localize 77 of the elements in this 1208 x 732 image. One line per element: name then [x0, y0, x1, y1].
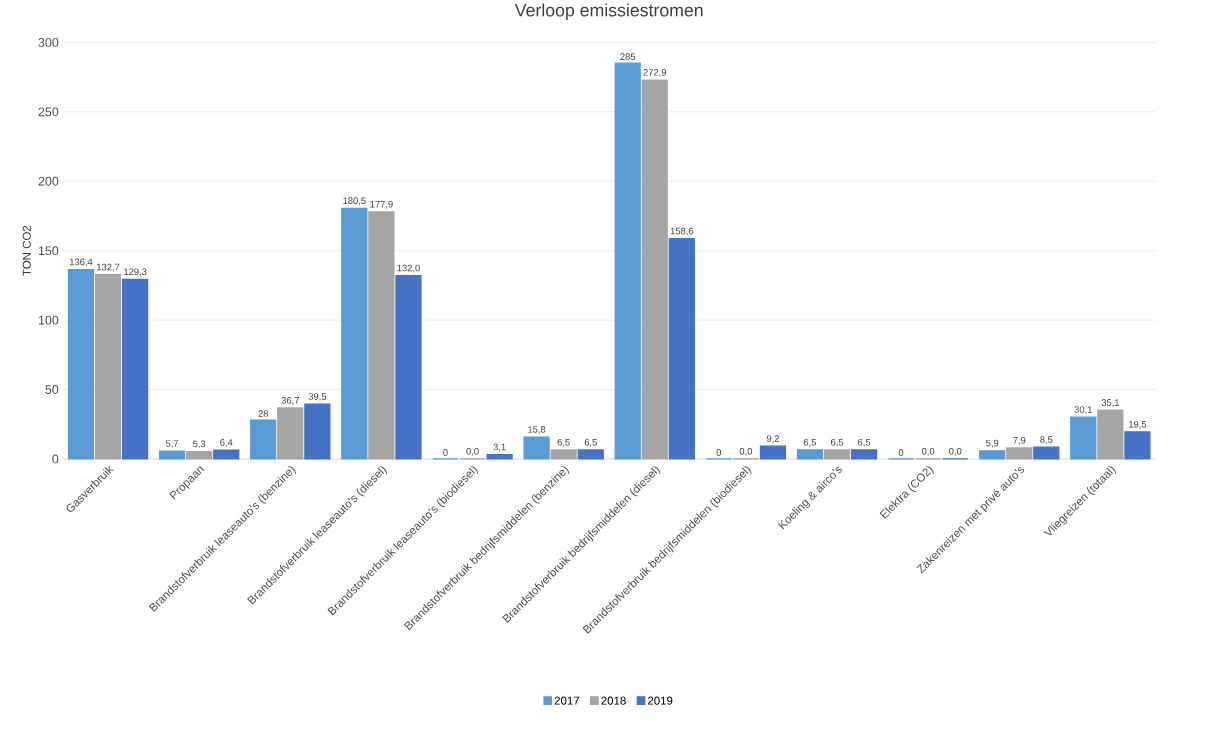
bar — [979, 450, 1006, 460]
bar — [277, 407, 304, 460]
y-tick-label: 150 — [38, 246, 59, 256]
bar — [1124, 431, 1151, 460]
bar — [641, 79, 668, 460]
y-tick-label: 300 — [38, 38, 59, 47]
bar — [94, 274, 122, 460]
bar — [523, 436, 550, 460]
data-label: 180,5 — [343, 197, 366, 206]
data-label: 15,8 — [528, 426, 546, 434]
data-label: 3,1 — [493, 443, 506, 452]
bar — [158, 450, 186, 460]
bar — [550, 449, 577, 460]
legend-label: 2017 — [554, 696, 580, 705]
data-label: 0 — [898, 449, 904, 456]
data-label: 5,7 — [165, 440, 179, 448]
y-axis-title: TON CO2 — [22, 226, 31, 276]
bar — [577, 449, 604, 460]
data-label: 129,3 — [124, 268, 147, 277]
data-label: 5,9 — [986, 439, 999, 448]
legend-label: 2019 — [648, 696, 673, 705]
bar — [395, 275, 422, 460]
bar — [614, 62, 641, 460]
data-label: 7,9 — [1013, 437, 1026, 445]
data-label: 5,3 — [193, 440, 206, 449]
bar — [122, 278, 149, 460]
data-label: 158,6 — [670, 227, 694, 236]
data-label: 0,0 — [949, 448, 962, 456]
bar — [186, 451, 213, 460]
data-label: 35,1 — [1101, 399, 1120, 408]
data-label: 6,5 — [557, 439, 570, 447]
data-label: 39,5 — [308, 393, 327, 401]
bar — [250, 419, 277, 460]
data-label: 30,1 — [1074, 406, 1092, 415]
data-label: 285 — [620, 53, 636, 61]
data-label: 0,0 — [921, 448, 935, 456]
bar — [1097, 409, 1124, 460]
bar — [67, 269, 95, 460]
bar — [304, 403, 331, 460]
chart-title: Verloop emissiestromen — [514, 3, 703, 21]
data-label: 28 — [258, 410, 269, 417]
bar — [1033, 446, 1060, 460]
data-label: 36,7 — [281, 397, 299, 405]
data-label: 6,5 — [803, 439, 817, 447]
data-label: 6,5 — [584, 439, 597, 447]
bar — [823, 449, 851, 460]
data-label: 132,7 — [97, 263, 120, 272]
bar — [213, 449, 240, 460]
data-label: 8,5 — [1040, 436, 1053, 445]
bar — [850, 449, 878, 460]
data-label: 0,0 — [739, 448, 753, 456]
y-tick-label: 100 — [38, 315, 59, 325]
data-label: 0 — [443, 449, 448, 456]
y-tick-label: 50 — [45, 385, 59, 395]
bar — [368, 211, 395, 460]
bar — [1006, 447, 1033, 460]
data-label: 272,9 — [643, 69, 667, 77]
data-label: 136,4 — [69, 258, 93, 267]
bar — [486, 454, 513, 460]
bar — [759, 445, 787, 460]
bar — [1070, 416, 1097, 460]
data-label: 6,4 — [220, 439, 233, 447]
y-tick-label: 200 — [38, 176, 59, 186]
data-label: 6,5 — [858, 439, 871, 447]
bar — [341, 207, 368, 460]
data-label: 19,5 — [1129, 421, 1147, 429]
legend-label: 2018 — [601, 696, 626, 705]
data-label: 132,0 — [397, 264, 420, 273]
data-label: 0,0 — [466, 448, 479, 456]
y-tick-label: 0 — [52, 454, 59, 464]
data-label: 177,9 — [370, 201, 393, 209]
y-tick-label: 250 — [38, 107, 59, 117]
data-label: 6,5 — [830, 439, 844, 447]
data-label: 9,2 — [766, 435, 780, 444]
bar — [668, 238, 695, 460]
bar — [796, 449, 824, 460]
data-label: 0 — [716, 449, 722, 456]
